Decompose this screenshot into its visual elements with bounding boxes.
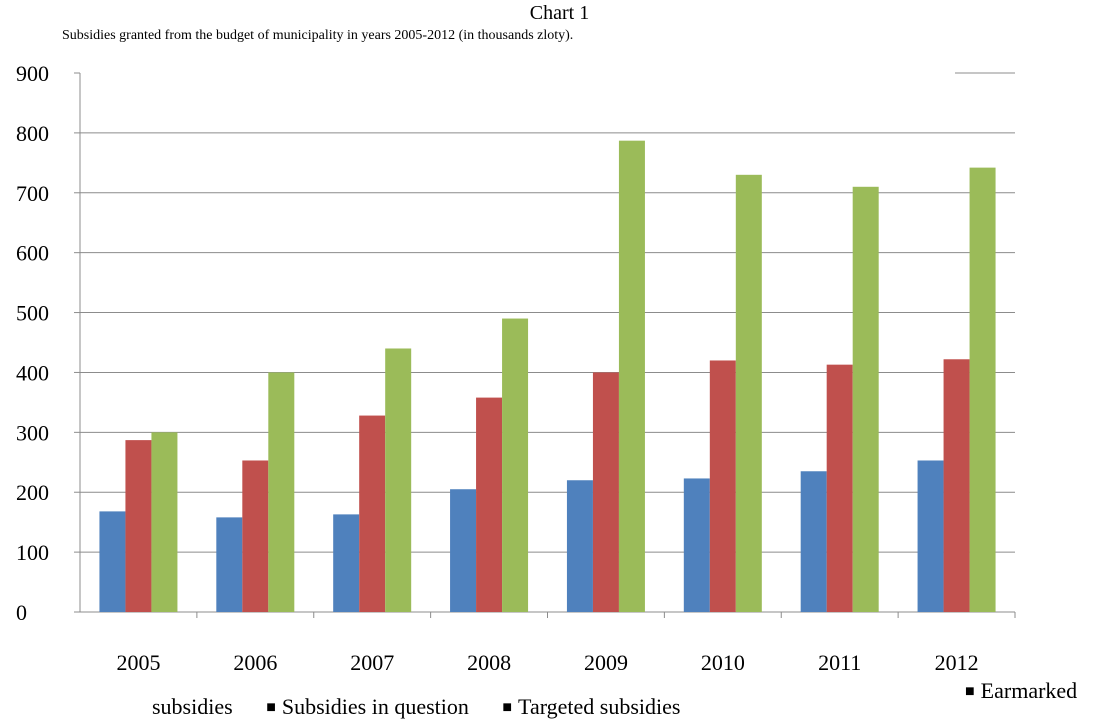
bar: [852, 186, 879, 613]
x-tick-label: 2005: [116, 650, 160, 675]
bar: [450, 489, 477, 612]
chart-title: Subsidies granted from the budget of mun…: [62, 28, 574, 43]
x-tick-label: 2006: [233, 650, 277, 675]
legend-label-earmarked-part1: Earmarked: [980, 678, 1078, 703]
y-tick-label: 100: [16, 540, 49, 565]
bar: [618, 140, 645, 612]
x-tick-label: 2011: [818, 650, 861, 675]
bar: [385, 348, 412, 612]
y-tick-label: 300: [16, 420, 49, 445]
bar: [592, 372, 619, 612]
bar: [359, 415, 386, 612]
y-tick-label: 900: [16, 61, 49, 86]
bar: [242, 460, 269, 612]
bar: [125, 440, 152, 612]
bar: [917, 460, 944, 612]
bar: [709, 360, 736, 612]
y-tick-label: 600: [16, 241, 49, 266]
bar: [333, 514, 360, 612]
y-tick-label: 700: [16, 181, 49, 206]
x-tick-label: 2008: [467, 650, 511, 675]
bar: [969, 167, 996, 612]
chart-heading: Chart 1: [529, 2, 590, 24]
legend-marker-targeted: ■: [502, 699, 513, 716]
legend-label-earmarked-part2: subsidies: [152, 694, 233, 719]
x-tick-label: 2012: [935, 650, 979, 675]
y-tick-label: 200: [16, 480, 49, 505]
bar: [826, 364, 853, 612]
bar: [476, 397, 503, 612]
bar: [216, 517, 243, 612]
bar: [268, 372, 295, 612]
x-tick-label: 2010: [701, 650, 745, 675]
bar: [683, 478, 710, 612]
legend-line-1: ■ Earmarked: [965, 678, 1077, 704]
bar: [943, 359, 970, 612]
legend-line-2: subsidies ■ Subsidies in question ■ Target…: [152, 694, 708, 720]
x-tick-label: 2007: [350, 650, 394, 675]
y-tick-label: 0: [16, 600, 27, 625]
bar: [800, 471, 827, 612]
bar: [566, 480, 593, 612]
bar: [99, 511, 126, 612]
y-tick-label: 400: [16, 360, 49, 385]
legend-marker-in-question: ■: [266, 699, 276, 716]
legend-marker-earmarked: ■: [965, 683, 975, 700]
legend-label-targeted: Targeted subsidies: [518, 694, 681, 719]
y-tick-label: 800: [16, 121, 49, 146]
bar: [151, 432, 178, 612]
bar: [502, 318, 529, 612]
x-tick-label: 2009: [584, 650, 628, 675]
legend-label-in-question: Subsidies in question: [281, 694, 469, 719]
y-tick-label: 500: [16, 301, 49, 326]
bar: [735, 174, 762, 613]
